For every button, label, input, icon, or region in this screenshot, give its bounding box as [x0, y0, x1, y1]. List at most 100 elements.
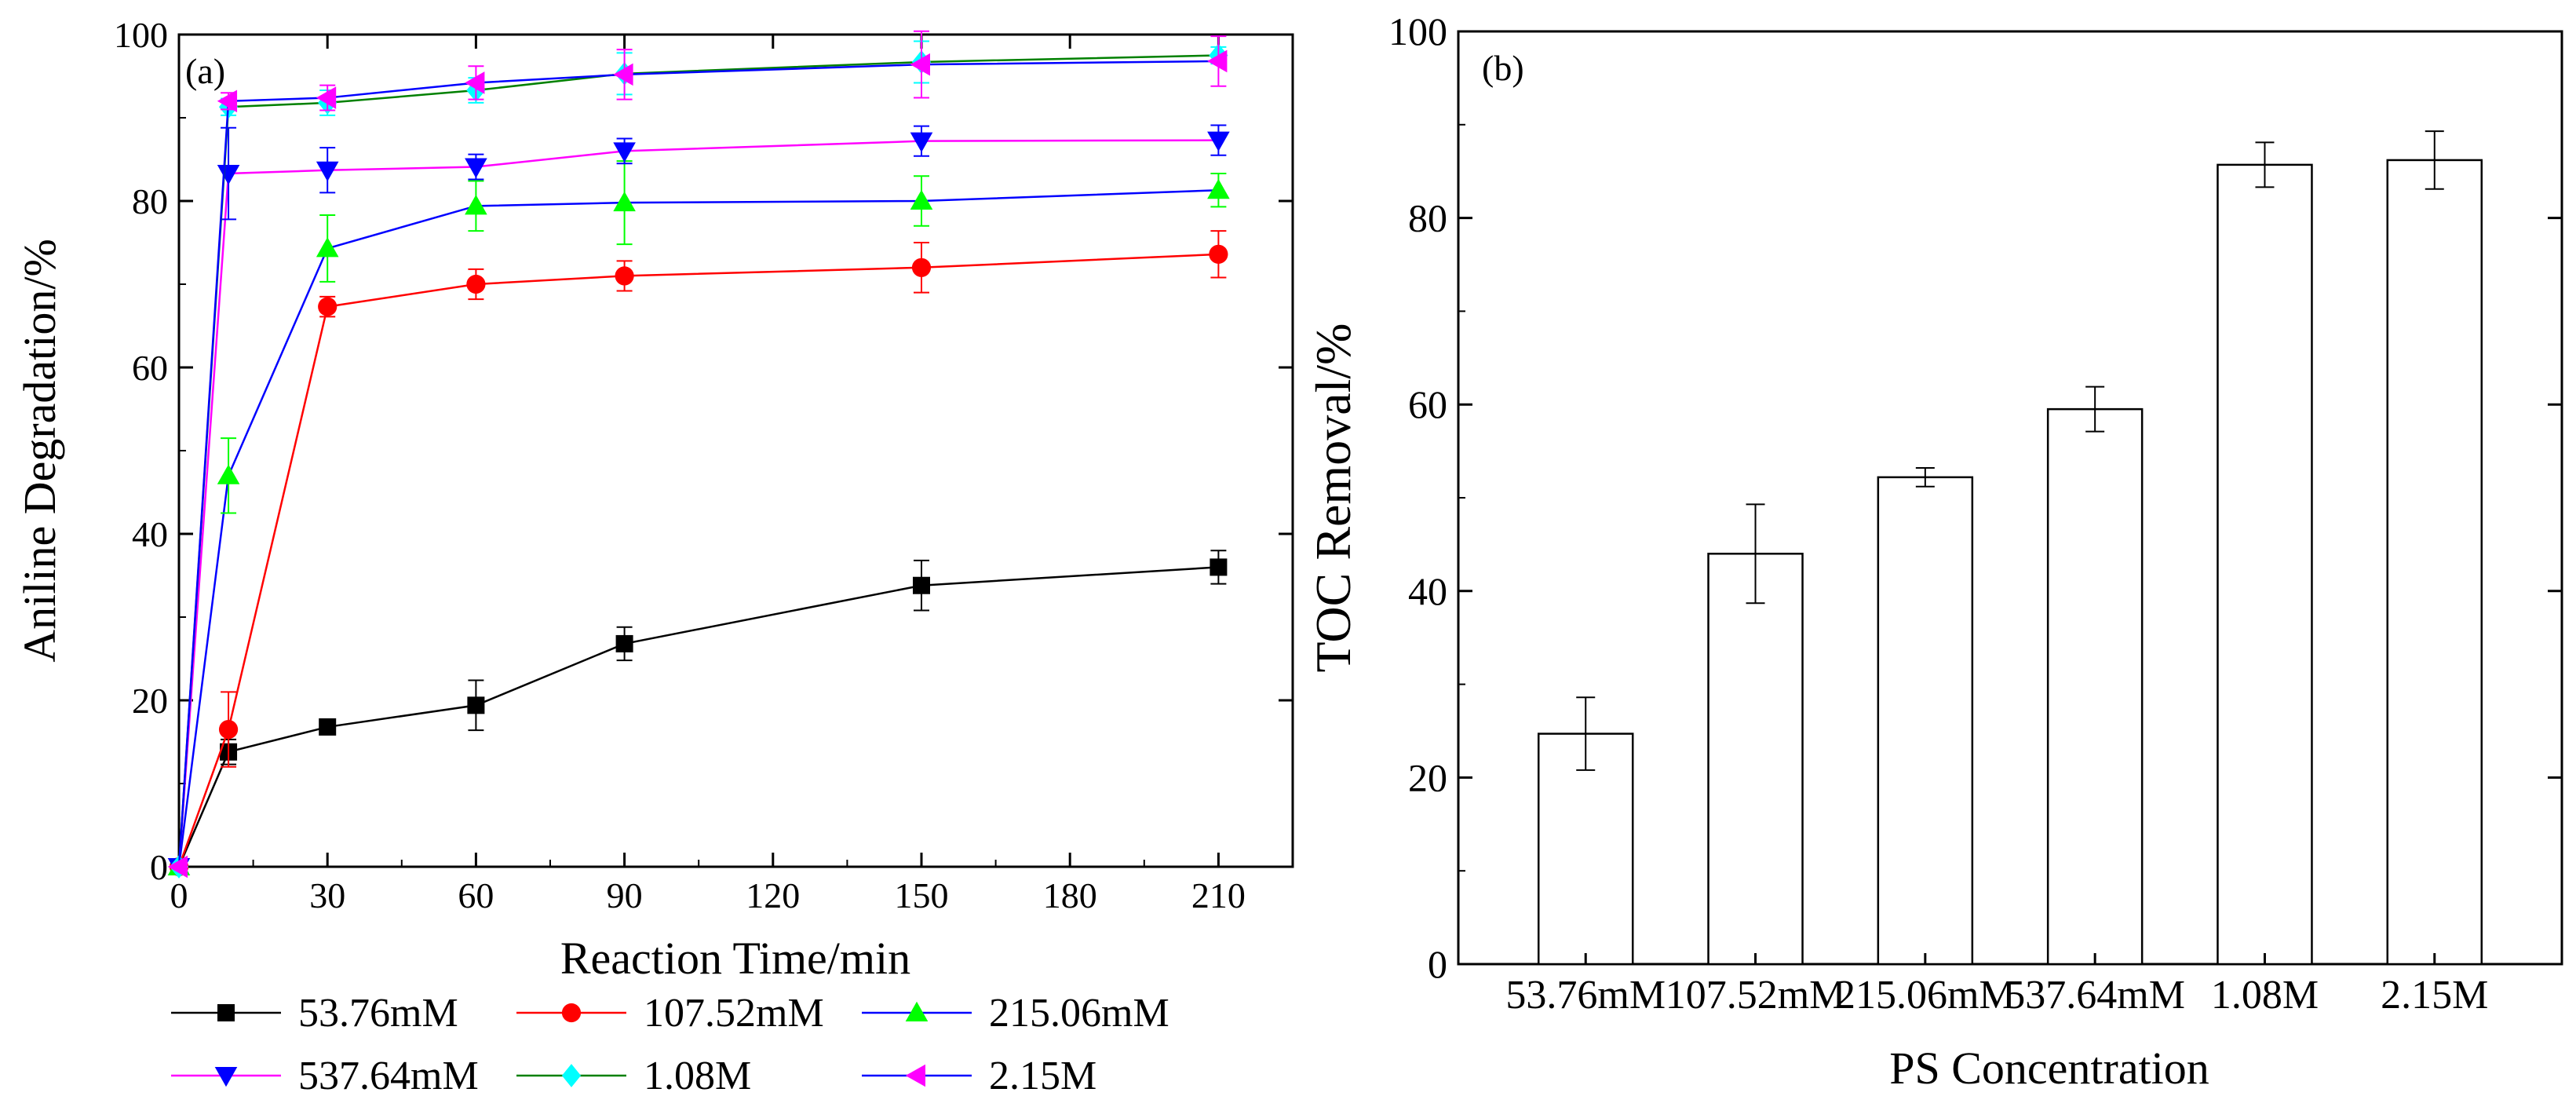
- panel-b-bar-group-53.76mM: 53.76mM: [1505, 696, 1666, 1017]
- panel-a-x-tick-label: 60: [458, 875, 494, 915]
- panel-a-data-point: [913, 576, 930, 594]
- panel-a-series-2.15M: [167, 30, 1228, 879]
- panel-a-data-point: [467, 696, 485, 714]
- panel-a-y-tick-label: 40: [132, 514, 168, 554]
- panel-a-x-axis-label: Reaction Time/min: [560, 933, 910, 984]
- legend-marker: [905, 1001, 929, 1021]
- panel-a-data-point: [1209, 244, 1228, 264]
- panel-a-data-point: [613, 191, 636, 212]
- panel-a-y-tick-label: 80: [132, 181, 168, 221]
- panel-b-bar: [2386, 159, 2483, 966]
- panel-a-data-point: [910, 132, 933, 152]
- panel-b-x-tick-label: 537.64mM: [2005, 973, 2185, 1017]
- legend-entry-53.76mM: 53.76mM: [171, 991, 458, 1036]
- panel-a-data-point: [910, 53, 930, 76]
- panel-b-y-tick-label: 20: [1408, 755, 1447, 799]
- panel-a-data-point: [911, 258, 932, 277]
- panel-a-data-point: [465, 195, 487, 215]
- panel-a-data-point: [615, 266, 634, 286]
- panel-a-label: (a): [185, 51, 225, 91]
- panel-a-series-line: [177, 188, 1219, 868]
- panel-a-data-point: [319, 718, 337, 736]
- panel-b-bar: [2046, 407, 2144, 966]
- panel-a-y-tick-label: 100: [114, 15, 168, 55]
- panel-b-bar: [1707, 553, 1804, 966]
- panel-a-data-point: [318, 297, 338, 316]
- panel-a-legend: 53.76mM 107.52mM 215.06mM 537.64mM 1.08M 2.15…: [171, 991, 1169, 1098]
- panel-a-data-point: [466, 274, 486, 294]
- panel-a-data-point: [615, 634, 633, 652]
- panel-a: 0 30 60 90 120 150 180 210 0 20 40 60 80 100 (a) Reac…: [14, 15, 1294, 1098]
- panel-a-data-point: [217, 90, 238, 113]
- panel-b-y-axis-label: TOC Removal/%: [1305, 323, 1361, 673]
- legend-entry-215.06mM: 215.06mM: [862, 991, 1169, 1036]
- panel-b-x-tick-label: 107.52mM: [1666, 973, 1846, 1017]
- panel-a-x-tick-label: 90: [607, 875, 643, 915]
- legend-entry-2.15M: 2.15M: [862, 1054, 1096, 1098]
- legend-label: 107.52mM: [644, 991, 824, 1036]
- panel-b-ticks: 0 20 40 60 80 100: [1388, 9, 2562, 986]
- panel-a-y-tick-label: 20: [132, 681, 168, 721]
- panel-b-y-tick-label: 60: [1408, 382, 1447, 426]
- panel-b-y-tick-label: 40: [1408, 569, 1447, 613]
- panel-a-data-point: [316, 161, 339, 182]
- panel-a-data-point: [465, 71, 485, 94]
- panel-b-bar: [1537, 733, 1634, 966]
- panel-a-data-point: [613, 142, 636, 163]
- panel-a-x-tick-label: 180: [1043, 875, 1097, 915]
- legend-label: 537.64mM: [298, 1054, 479, 1098]
- panel-a-ticks: 0 30 60 90 120 150 180 210 0 20 40 60 80 100: [114, 15, 1293, 915]
- panel-b-bar-group-1.08M: 1.08M: [2211, 141, 2319, 1017]
- panel-a-series-line: [177, 566, 1219, 868]
- panel-b-x-tick-label: 1.08M: [2211, 973, 2319, 1017]
- panel-a-data-point: [465, 158, 487, 178]
- legend-marker: [214, 1067, 238, 1087]
- panel-a-series: [167, 30, 1230, 879]
- panel-a-y-tick-label: 0: [150, 847, 168, 887]
- panel-b-y-tick-label: 100: [1388, 9, 1447, 53]
- panel-a-series-53.76mM: [170, 550, 1228, 875]
- panel-a-data-point: [1207, 49, 1228, 73]
- panel-b-x-tick-label: 215.06mM: [1835, 973, 2016, 1017]
- panel-b-bar-group-107.52mM: 107.52mM: [1666, 503, 1846, 1017]
- legend-marker: [905, 1064, 925, 1087]
- panel-a-plot-frame: [177, 33, 1294, 868]
- panel-a-series-537.64mM: [167, 124, 1230, 879]
- panel-a-series-line: [177, 60, 1219, 868]
- legend-label: 53.76mM: [298, 991, 458, 1036]
- panel-b-x-tick-label: 2.15M: [2381, 973, 2488, 1017]
- panel-b-bar-group-215.06mM: 215.06mM: [1835, 466, 2016, 1017]
- panel-b-y-tick-label: 80: [1408, 196, 1447, 240]
- panel-a-data-point: [316, 237, 339, 258]
- panel-a-data-point: [1210, 558, 1228, 576]
- panel-a-data-point: [218, 720, 239, 740]
- panel-a-x-tick-label: 30: [309, 875, 345, 915]
- panel-a-y-tick-label: 60: [132, 348, 168, 388]
- panel-b-bar: [1877, 476, 1974, 966]
- panel-b-bar-group-2.15M: 2.15M: [2381, 130, 2488, 1017]
- panel-a-x-tick-label: 0: [170, 875, 188, 915]
- legend-marker: [561, 1064, 582, 1087]
- panel-b-x-axis-label: PS Concentration: [1889, 1043, 2209, 1094]
- legend-label: 1.08M: [644, 1054, 751, 1098]
- panel-a-data-point: [316, 86, 337, 109]
- panel-a-x-tick-label: 120: [746, 875, 800, 915]
- legend-marker: [561, 1003, 582, 1023]
- panel-a-data-point: [910, 189, 933, 210]
- panel-a-y-axis-label: Aniline Degradation/%: [14, 239, 65, 663]
- panel-b: 0 20 40 60 80 100 53.76mM 107.52mM215.06mM537.…: [1305, 9, 2563, 1094]
- panel-a-data-point: [1207, 131, 1230, 152]
- panel-a-series-line: [177, 54, 1219, 868]
- panel-b-bar: [2217, 163, 2313, 966]
- legend-entry-107.52mM: 107.52mM: [516, 991, 824, 1036]
- panel-a-series-line: [177, 253, 1219, 868]
- legend-entry-1.08M: 1.08M: [516, 1054, 751, 1098]
- panel-a-data-point: [613, 63, 633, 86]
- panel-a-data-point: [217, 165, 240, 185]
- panel-a-data-point: [1207, 178, 1230, 199]
- legend-entry-537.64mM: 537.64mM: [171, 1054, 479, 1098]
- legend-label: 215.06mM: [989, 991, 1169, 1036]
- panel-a-x-tick-label: 150: [895, 875, 949, 915]
